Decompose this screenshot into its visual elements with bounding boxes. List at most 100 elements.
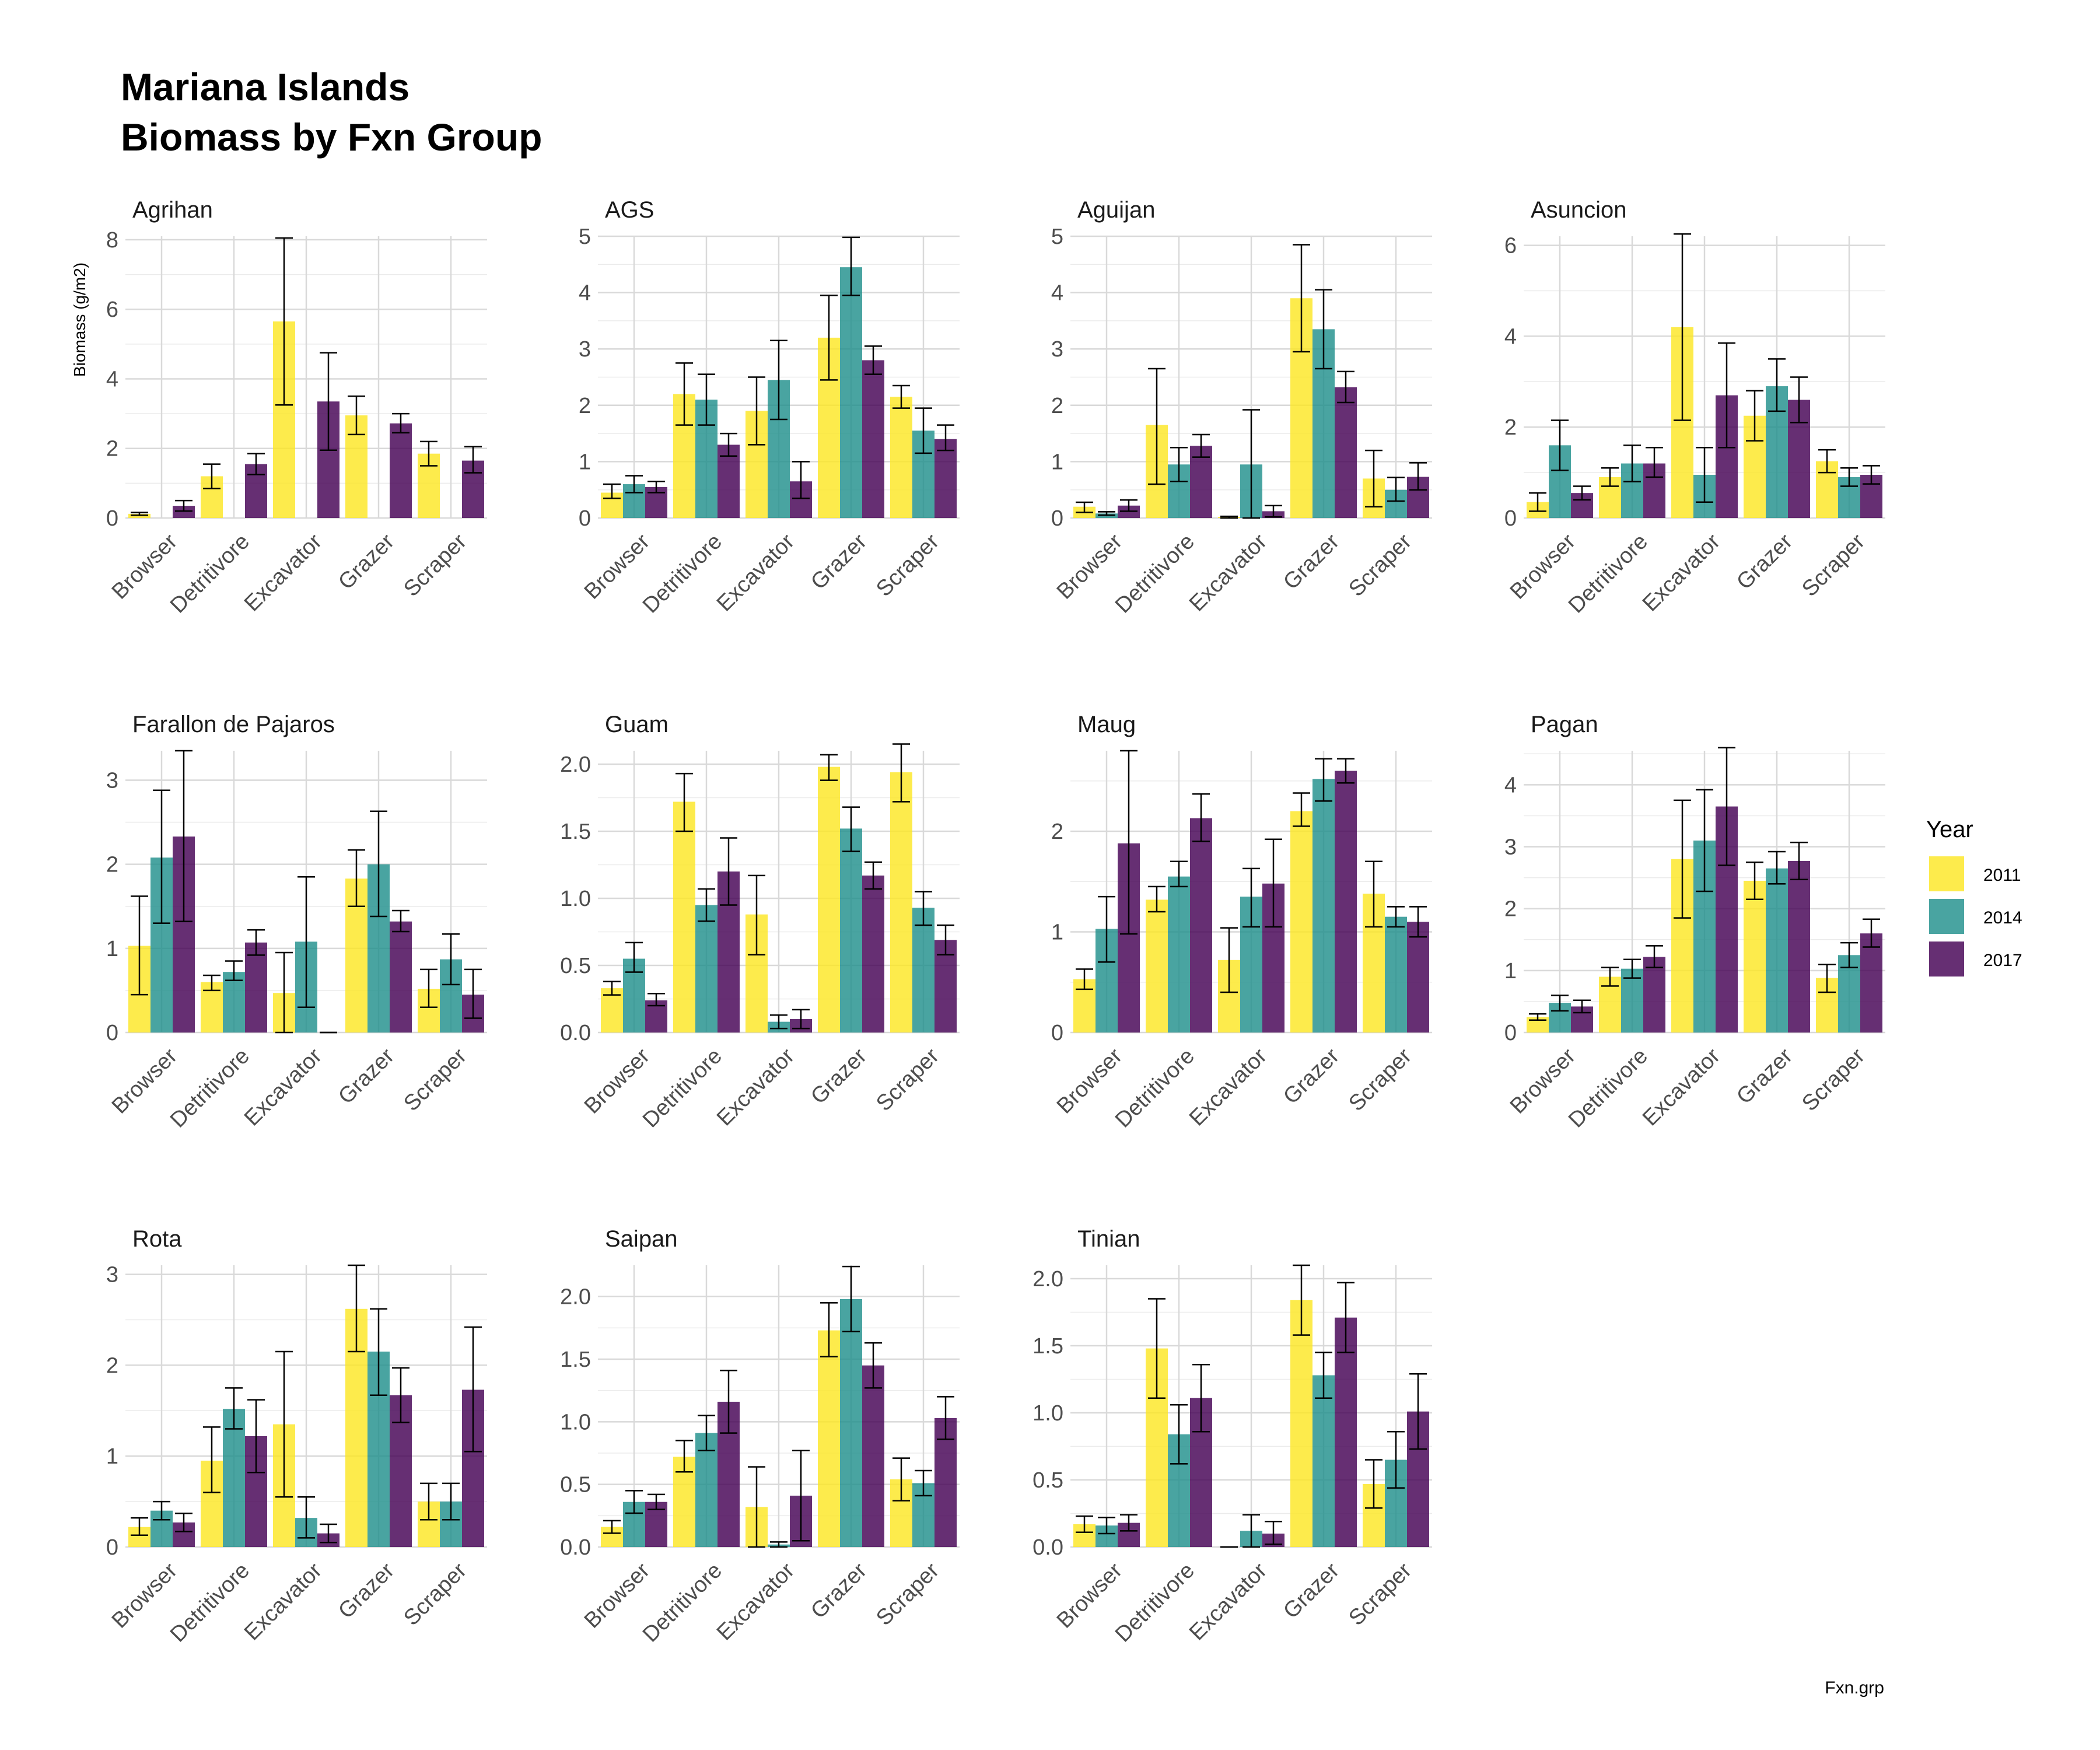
error-bar-asuncion-grazer-2014 [1768, 358, 1786, 412]
error-bar-ags-browser-2017 [648, 480, 665, 494]
bar-agrihan-grazer-2017 [390, 423, 412, 518]
error-bar-asuncion-grazer-2017 [1790, 376, 1808, 424]
error-bar-tinian-browser-2017 [1120, 1514, 1138, 1532]
error-bar-aguijan-scraper-2017 [1409, 462, 1427, 491]
error-bar-saipan-browser-2014 [625, 1490, 643, 1514]
error-bar-farallon-de-pajaros-scraper-2014 [442, 933, 460, 986]
error-bar-guam-scraper-2011 [892, 743, 910, 803]
error-bar-agrihan-excavator-2017 [320, 352, 337, 451]
error-bar-tinian-detritivore-2017 [1192, 1363, 1210, 1433]
y-tick-label: 5 [1051, 225, 1063, 249]
panel-title: Guam [605, 712, 668, 737]
error-bar-agrihan-detritivore-2017 [247, 453, 265, 475]
error-bar-ags-detritivore-2011 [676, 362, 693, 426]
y-tick-label: 0 [579, 506, 591, 531]
bar-farallon-de-pajaros-grazer-2017 [390, 921, 412, 1032]
error-bar-farallon-de-pajaros-scraper-2017 [464, 968, 482, 1019]
y-tick-label: 1 [106, 937, 118, 961]
bar-maug-scraper-2017 [1407, 922, 1429, 1032]
y-tick-label: 3 [106, 768, 118, 793]
bar-pagan-grazer-2011 [1744, 880, 1766, 1032]
error-bar-rota-detritivore-2014 [225, 1387, 243, 1430]
error-bar-maug-detritivore-2017 [1192, 793, 1210, 842]
error-bar-asuncion-scraper-2017 [1863, 465, 1880, 485]
error-bar-farallon-de-pajaros-detritivore-2011 [203, 974, 220, 992]
error-bar-rota-browser-2017 [175, 1513, 192, 1532]
legend-label: 2014 [1983, 908, 2022, 928]
error-bar-asuncion-excavator-2017 [1718, 342, 1735, 449]
error-bar-aguijan-detritivore-2011 [1148, 368, 1166, 485]
y-tick-label: 2 [106, 1353, 118, 1378]
error-bar-ags-browser-2011 [603, 483, 621, 499]
error-bar-pagan-excavator-2017 [1718, 747, 1735, 866]
error-bar-saipan-detritivore-2017 [720, 1370, 737, 1434]
error-bar-agrihan-grazer-2017 [392, 412, 410, 434]
y-tick-label: 2.0 [560, 752, 591, 777]
error-bar-saipan-excavator-2017 [792, 1450, 810, 1542]
error-bar-aguijan-excavator-2011 [1220, 515, 1238, 519]
error-bar-ags-excavator-2017 [792, 461, 810, 499]
y-tick-label: 4 [106, 367, 118, 391]
panel-title: Rota [132, 1226, 182, 1252]
error-bar-ags-grazer-2011 [820, 295, 838, 381]
error-bar-saipan-excavator-2011 [748, 1466, 765, 1548]
y-tick-label: 4 [1051, 281, 1063, 306]
y-tick-label: 5 [579, 225, 591, 249]
error-bar-ags-grazer-2014 [842, 236, 860, 296]
panel-title: Agrihan [132, 197, 213, 223]
error-bar-saipan-browser-2017 [648, 1493, 665, 1510]
error-bar-maug-excavator-2017 [1265, 838, 1282, 928]
error-bar-farallon-de-pajaros-detritivore-2017 [247, 929, 265, 956]
error-bar-agrihan-browser-2017 [175, 499, 192, 512]
error-bar-rota-scraper-2014 [442, 1482, 460, 1521]
error-bar-maug-scraper-2011 [1365, 860, 1382, 928]
error-bar-aguijan-grazer-2017 [1337, 370, 1354, 404]
y-tick-label: 4 [579, 281, 591, 306]
error-bar-maug-browser-2014 [1098, 895, 1115, 963]
error-bar-guam-excavator-2017 [792, 1009, 810, 1030]
error-bar-ags-detritivore-2017 [720, 432, 737, 457]
panel-title: Aguijan [1077, 197, 1155, 223]
error-bar-pagan-grazer-2011 [1746, 861, 1763, 901]
error-bar-saipan-scraper-2014 [915, 1469, 932, 1497]
y-tick-label: 2 [1051, 820, 1063, 844]
error-bar-rota-detritivore-2011 [203, 1426, 220, 1493]
error-bar-asuncion-excavator-2011 [1674, 233, 1691, 421]
error-bar-tinian-detritivore-2011 [1148, 1298, 1166, 1399]
bar-guam-scraper-2011 [890, 772, 912, 1032]
error-bar-ags-browser-2014 [625, 475, 643, 494]
bar-rota-detritivore-2014 [223, 1409, 245, 1547]
bar-maug-detritivore-2014 [1168, 876, 1190, 1032]
bar-pagan-scraper-2017 [1860, 933, 1882, 1032]
bar-tinian-grazer-2017 [1335, 1317, 1357, 1547]
error-bar-pagan-scraper-2017 [1863, 918, 1880, 948]
panel-title: AGS [605, 197, 654, 223]
error-bar-rota-excavator-2014 [298, 1496, 315, 1539]
error-bar-tinian-excavator-2017 [1265, 1521, 1282, 1545]
error-bar-maug-grazer-2011 [1293, 792, 1310, 827]
bar-ags-detritivore-2017 [718, 444, 740, 518]
bar-aguijan-grazer-2017 [1335, 387, 1357, 518]
error-bar-rota-detritivore-2017 [247, 1399, 265, 1474]
y-tick-label: 2 [1504, 897, 1517, 922]
y-tick-label: 1.5 [560, 1348, 591, 1372]
panel-title: Tinian [1077, 1226, 1140, 1252]
error-bar-aguijan-scraper-2011 [1365, 449, 1382, 508]
error-bar-farallon-de-pajaros-browser-2014 [153, 789, 170, 924]
y-tick-label: 2 [106, 853, 118, 877]
bar-guam-grazer-2014 [840, 828, 862, 1032]
y-tick-label: 2.0 [560, 1285, 591, 1310]
bar-pagan-grazer-2017 [1788, 860, 1810, 1032]
y-tick-label: 0 [106, 1021, 118, 1045]
y-tick-label: 6 [106, 298, 118, 322]
error-bar-guam-browser-2017 [648, 993, 665, 1007]
legend: Year 2011 2014 2017 [1926, 817, 2022, 977]
error-bar-saipan-excavator-2014 [770, 1541, 788, 1548]
legend-label: 2017 [1983, 951, 2022, 970]
y-tick-label: 2 [579, 394, 591, 418]
error-bar-saipan-detritivore-2011 [676, 1440, 693, 1473]
error-bar-asuncion-browser-2014 [1551, 419, 1569, 471]
y-tick-label: 1 [1504, 959, 1517, 984]
error-bar-aguijan-browser-2011 [1076, 501, 1093, 513]
